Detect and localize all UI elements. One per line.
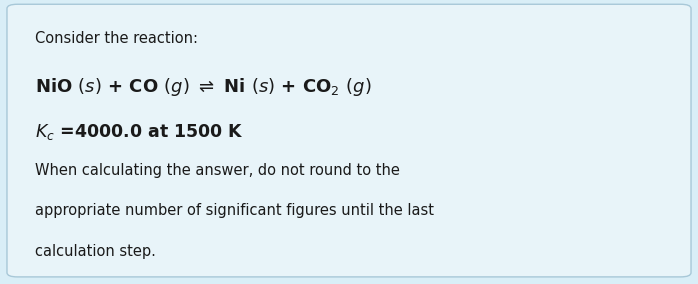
FancyBboxPatch shape [7,4,691,277]
Text: Consider the reaction:: Consider the reaction: [35,31,198,46]
Text: NiO $\mathit{(s)}$ + CO $\mathit{(g)}$ $\rightleftharpoons$ Ni $\mathit{(s)}$ + : NiO $\mathit{(s)}$ + CO $\mathit{(g)}$ $… [35,76,371,98]
Text: calculation step.: calculation step. [35,244,156,259]
Text: When calculating the answer, do not round to the: When calculating the answer, do not roun… [35,163,400,178]
Text: appropriate number of significant figures until the last: appropriate number of significant figure… [35,203,434,218]
Text: $K_c$ =4000.0 at 1500 K: $K_c$ =4000.0 at 1500 K [35,122,244,142]
